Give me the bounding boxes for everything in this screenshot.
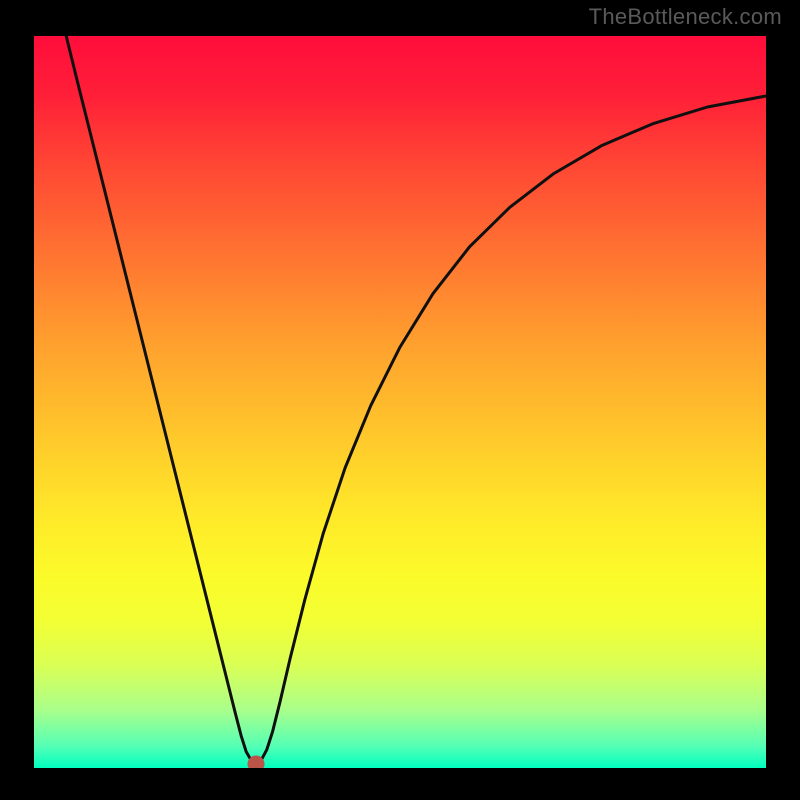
chart-outer: TheBottleneck.com	[0, 0, 800, 800]
plot-area	[34, 36, 766, 768]
attribution-label: TheBottleneck.com	[589, 4, 782, 30]
bottleneck-curve	[34, 36, 766, 768]
